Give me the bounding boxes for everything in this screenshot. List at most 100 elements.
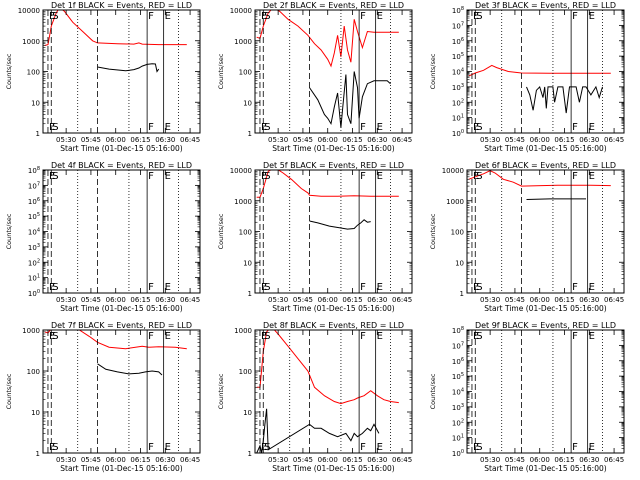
marker-label: F: [148, 331, 154, 342]
x-axis-label: Start Time (01-Dec-15 05:16:00): [272, 144, 394, 153]
x-tick-label: 06:45: [180, 456, 200, 464]
x-tick-label: 06:30: [367, 456, 387, 464]
marker-label: E: [377, 122, 383, 133]
y-tick-label: 102: [28, 258, 40, 267]
y-axis-label: Counts/sec: [217, 53, 225, 89]
x-tick-label: 06:45: [180, 136, 200, 144]
x-tick-label: 05:45: [293, 296, 313, 304]
x-axis-label: Start Time (01-Dec-15 05:16:00): [484, 304, 606, 313]
y-tick-label: 1000: [234, 38, 252, 46]
x-tick-label: 05:45: [293, 136, 313, 144]
series-line-lld: [468, 170, 611, 187]
x-tick-label: 05:45: [293, 456, 313, 464]
marker-label: S: [52, 331, 58, 342]
y-tick-label: 100: [239, 229, 252, 237]
x-tick-label: 06:15: [342, 136, 362, 144]
series-line-lld: [256, 330, 399, 405]
marker-label: E: [49, 331, 55, 342]
marker-label: E: [473, 171, 479, 182]
marker-label: S: [264, 11, 270, 22]
marker-label: F: [572, 282, 578, 293]
x-tick-label: 05:30: [480, 136, 500, 144]
chart-panel-4: Det 4f BLACK = Events, RED = LLDEESSFFEE…: [5, 161, 201, 313]
marker-label: S: [52, 442, 58, 453]
y-tick-label: 1: [248, 290, 252, 298]
marker-label: S: [476, 122, 482, 133]
marker-label: E: [377, 442, 383, 453]
marker-label: E: [261, 282, 267, 293]
marker-label: E: [49, 282, 55, 293]
chart-title: Det 3f BLACK = Events, RED = LLD: [475, 1, 616, 10]
marker-label: E: [261, 442, 267, 453]
x-tick-label: 06:00: [530, 296, 550, 304]
y-axis-label: Counts/sec: [429, 53, 437, 89]
y-tick-label: 1: [248, 130, 252, 138]
marker-label: E: [261, 122, 267, 133]
y-tick-label: 106: [452, 37, 464, 46]
chart-title: Det 7f BLACK = Events, RED = LLD: [51, 321, 192, 330]
x-tick-label: 06:45: [180, 296, 200, 304]
marker-label: E: [377, 11, 383, 22]
x-tick-label: 06:15: [130, 136, 150, 144]
y-axis-label: Counts/sec: [5, 373, 13, 409]
x-tick-label: 06:45: [604, 136, 624, 144]
marker-label: E: [589, 331, 595, 342]
y-tick-label: 100: [452, 449, 464, 458]
chart-panel-8: Det 8f BLACK = Events, RED = LLDEESSFFEE…: [217, 321, 413, 473]
chart-title: Det 9f BLACK = Events, RED = LLD: [475, 321, 616, 330]
y-tick-label: 100: [452, 129, 464, 138]
x-tick-label: 05:45: [505, 456, 525, 464]
series-line-lld: [44, 10, 187, 46]
marker-label: E: [165, 331, 171, 342]
x-tick-label: 05:45: [505, 296, 525, 304]
y-tick-label: 10000: [230, 167, 252, 175]
y-tick-label: 100: [239, 69, 252, 77]
y-tick-label: 1000: [446, 198, 464, 206]
y-tick-label: 103: [28, 243, 40, 252]
y-tick-label: 1000: [22, 327, 40, 335]
x-tick-label: 05:45: [81, 136, 101, 144]
y-tick-label: 101: [452, 434, 464, 443]
plot-frame: [254, 9, 413, 134]
y-tick-label: 10000: [18, 7, 40, 15]
x-tick-label: 05:45: [81, 296, 101, 304]
y-tick-label: 10: [243, 409, 252, 417]
y-axis-label: Counts/sec: [5, 53, 13, 89]
x-tick-label: 05:30: [480, 456, 500, 464]
series-line-lld: [256, 170, 399, 198]
y-tick-label: 10: [31, 409, 40, 417]
marker-label: S: [52, 282, 58, 293]
x-tick-label: 06:30: [579, 456, 599, 464]
marker-label: E: [165, 122, 171, 133]
y-tick-label: 105: [452, 372, 464, 381]
series-line-events: [97, 63, 160, 73]
marker-label: E: [261, 11, 267, 22]
series-line-events: [526, 198, 586, 200]
y-tick-label: 10: [243, 99, 252, 107]
y-tick-label: 100: [27, 368, 40, 376]
y-tick-label: 106: [452, 357, 464, 366]
y-tick-label: 108: [28, 166, 40, 175]
y-tick-label: 105: [28, 212, 40, 221]
y-tick-label: 1: [460, 290, 464, 298]
marker-label: F: [148, 282, 154, 293]
x-tick-label: 06:15: [554, 136, 574, 144]
y-tick-label: 106: [28, 197, 40, 206]
marker-label: E: [261, 331, 267, 342]
y-tick-label: 102: [452, 418, 464, 427]
x-tick-label: 06:00: [318, 296, 338, 304]
marker-label: E: [165, 11, 171, 22]
y-tick-label: 10000: [230, 7, 252, 15]
x-tick-label: 06:00: [318, 456, 338, 464]
x-tick-label: 05:30: [56, 136, 76, 144]
marker-label: E: [589, 282, 595, 293]
x-tick-label: 06:00: [106, 456, 126, 464]
marker-label: F: [148, 11, 154, 22]
marker-label: S: [264, 442, 270, 453]
marker-label: S: [476, 442, 482, 453]
y-tick-label: 100: [28, 289, 40, 298]
marker-label: E: [377, 282, 383, 293]
x-axis-label: Start Time (01-Dec-15 05:16:00): [60, 304, 182, 313]
marker-label: E: [261, 171, 267, 182]
x-tick-label: 06:30: [155, 456, 175, 464]
